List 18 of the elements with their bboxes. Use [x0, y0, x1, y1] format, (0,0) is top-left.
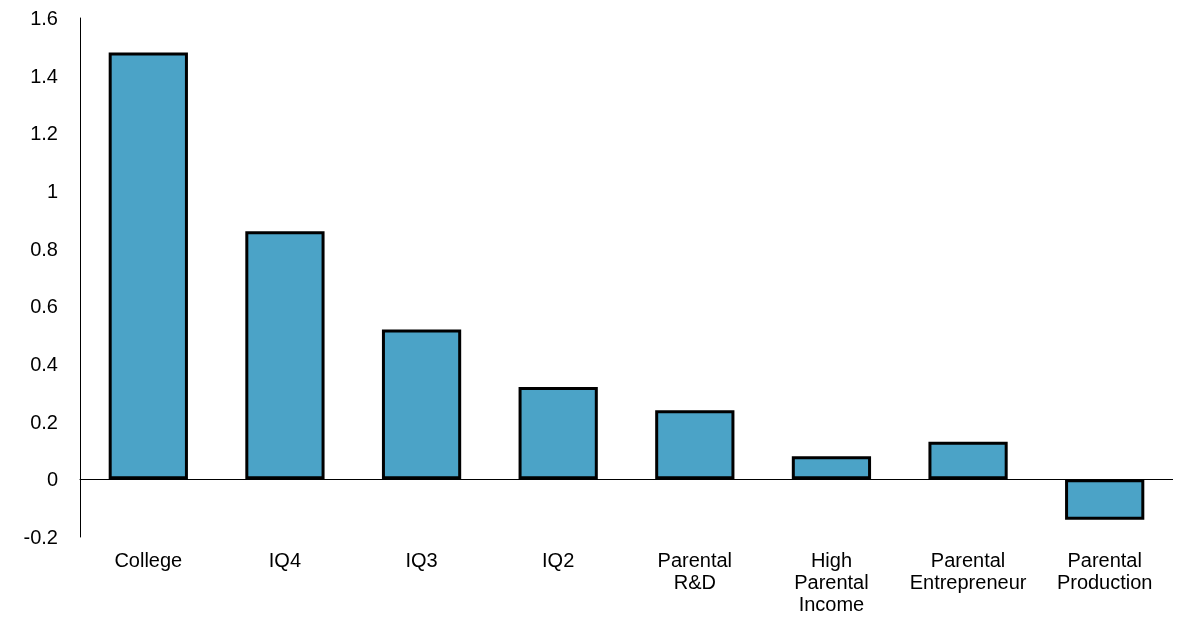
y-tick-label: 1: [46, 180, 58, 202]
x-tick-label: Parental Production: [1056, 549, 1153, 593]
y-tick-label: 1.2: [30, 122, 58, 145]
y-tick-label: -0.2: [23, 526, 58, 548]
y-tick-label: 1.4: [30, 64, 58, 87]
y-tick-label: 0.6: [30, 295, 58, 318]
y-tick-label: 0.2: [30, 410, 58, 433]
y-tick-label: 0.8: [30, 237, 58, 260]
y-tick-label: 0: [46, 468, 58, 491]
x-tick-label: IQ3: [405, 549, 438, 571]
y-tick-label: 0.4: [30, 353, 58, 375]
x-tick-label: IQ2: [542, 549, 575, 571]
y-tick-label: 1.6: [30, 7, 58, 29]
x-tick-label: Parental R&D: [657, 549, 733, 593]
x-tick-label: College: [114, 549, 183, 571]
x-tick-label: IQ4: [268, 549, 302, 571]
x-tick-label: Parental Entrepreneur: [909, 549, 1027, 593]
x-tick-label: High Parental Income: [794, 549, 869, 615]
